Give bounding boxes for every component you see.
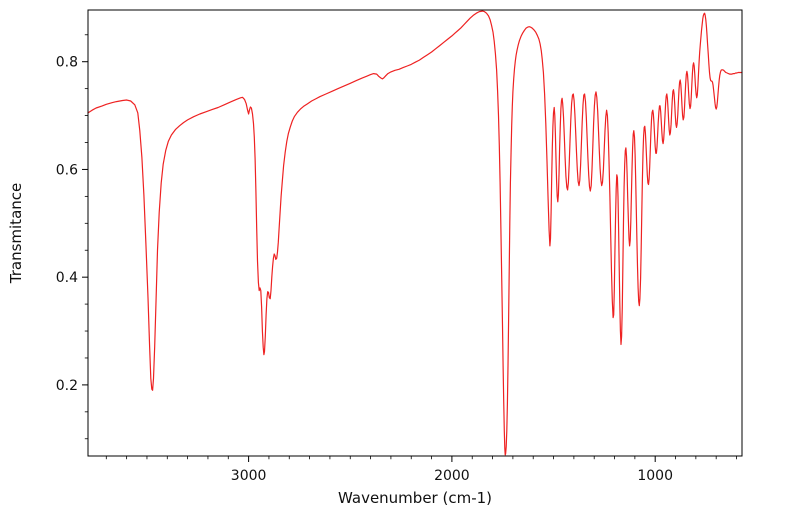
- y-tick-label: 0.4: [56, 270, 78, 286]
- x-tick-label: 1000: [637, 468, 673, 484]
- x-major-ticks: [248, 456, 656, 462]
- x-tick-label: 3000: [231, 468, 267, 484]
- x-axis-label: Wavenumber (cm-1): [338, 489, 492, 507]
- x-tick-labels: 3000 2000 1000: [231, 468, 673, 484]
- x-tick-label: 2000: [434, 468, 470, 484]
- y-tick-label: 0.2: [56, 378, 78, 394]
- y-tick-label: 0.8: [56, 55, 78, 71]
- y-tick-labels: 0.2 0.4 0.6 0.8: [56, 55, 78, 394]
- plot-frame: [87, 9, 743, 457]
- y-major-ticks: [82, 61, 88, 386]
- spectrum-line: [87, 10, 743, 456]
- y-minor-ticks: [84, 34, 88, 440]
- y-tick-label: 0.6: [56, 162, 78, 178]
- x-minor-ticks: [105, 456, 737, 460]
- y-axis-label: Transmitance: [7, 183, 25, 284]
